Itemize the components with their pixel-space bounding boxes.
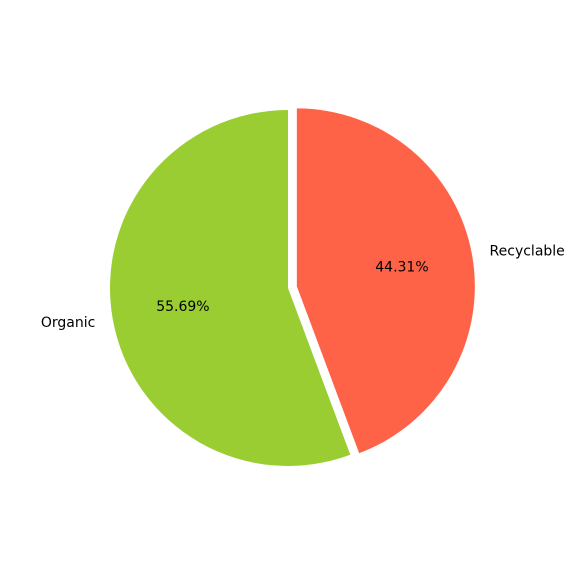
slices-layer — [110, 108, 475, 466]
slice-label-organic: Organic — [41, 315, 95, 331]
slice-label-recyclable: Recyclable — [490, 244, 565, 260]
percent-label-organic: 55.69% — [156, 299, 209, 315]
percent-label-recyclable: 44.31% — [375, 259, 428, 275]
